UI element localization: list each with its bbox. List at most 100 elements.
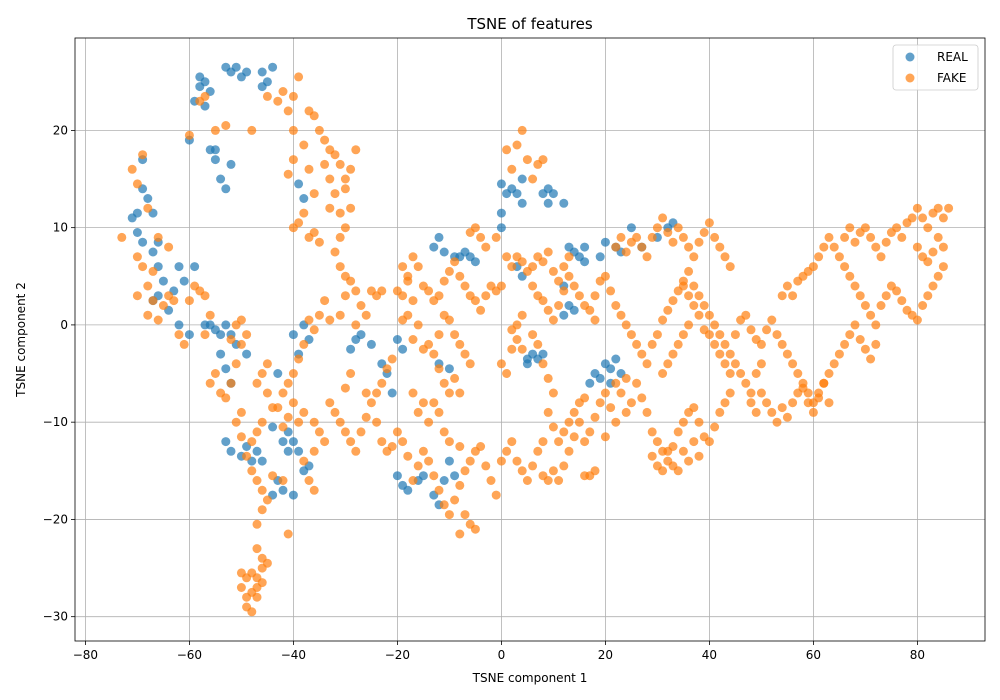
point-fake <box>517 125 527 135</box>
y-axis: −30 −20 −10 0 10 20 <box>43 123 75 624</box>
point-fake <box>512 140 522 150</box>
point-fake <box>465 456 475 466</box>
point-fake <box>476 442 486 451</box>
point-fake <box>548 315 558 325</box>
point-fake <box>247 466 257 476</box>
point-fake <box>398 315 408 325</box>
point-fake <box>309 111 319 121</box>
point-fake <box>200 291 210 301</box>
point-fake <box>184 130 194 140</box>
point-fake <box>897 232 907 242</box>
point-fake <box>226 378 236 388</box>
point-real <box>257 67 267 77</box>
series-layer <box>117 62 954 617</box>
series-fake <box>117 72 954 617</box>
point-fake <box>590 466 600 476</box>
point-fake <box>460 510 470 520</box>
point-fake <box>304 164 314 174</box>
point-fake <box>200 330 210 340</box>
point-real <box>221 437 231 447</box>
point-fake <box>460 349 470 359</box>
point-fake <box>689 301 699 310</box>
point-fake <box>424 456 434 466</box>
point-fake <box>460 281 470 291</box>
point-fake <box>637 349 647 359</box>
point-fake <box>871 320 881 330</box>
point-fake <box>710 422 720 432</box>
point-fake <box>616 232 626 242</box>
x-axis: −80 −60 −40 −20 0 20 40 60 80 <box>73 641 925 662</box>
point-fake <box>538 437 548 447</box>
point-fake <box>528 281 538 291</box>
point-fake <box>439 500 449 510</box>
point-fake <box>262 359 272 369</box>
point-fake <box>117 232 127 242</box>
point-fake <box>444 388 454 398</box>
point-fake <box>569 407 579 417</box>
point-fake <box>860 301 870 310</box>
point-real <box>496 223 506 233</box>
point-fake <box>777 339 787 349</box>
point-fake <box>673 427 683 437</box>
point-fake <box>782 412 792 422</box>
point-fake <box>507 325 517 335</box>
point-fake <box>533 446 543 456</box>
point-fake <box>283 378 293 388</box>
point-fake <box>351 446 361 456</box>
point-fake <box>455 339 465 349</box>
chart-title: TSNE of features <box>466 15 593 33</box>
point-real <box>444 456 454 466</box>
point-fake <box>346 164 356 174</box>
point-real <box>283 446 293 456</box>
point-fake <box>512 456 522 466</box>
point-fake <box>132 252 142 262</box>
point-fake <box>684 456 694 466</box>
x-axis-title: TSNE component 1 <box>472 671 588 685</box>
point-fake <box>855 335 865 344</box>
point-fake <box>252 519 262 529</box>
point-fake <box>257 563 267 573</box>
point-fake <box>621 320 631 330</box>
point-fake <box>481 461 491 471</box>
point-fake <box>335 159 345 169</box>
point-fake <box>413 461 423 471</box>
point-fake <box>892 223 902 233</box>
point-fake <box>377 378 387 388</box>
point-fake <box>486 476 496 485</box>
point-fake <box>174 330 184 340</box>
point-fake <box>746 398 756 408</box>
point-fake <box>673 339 683 349</box>
point-fake <box>751 369 761 378</box>
point-fake <box>845 271 855 281</box>
point-fake <box>819 242 829 252</box>
point-fake <box>460 466 470 476</box>
point-fake <box>736 369 746 378</box>
point-fake <box>325 398 335 408</box>
point-fake <box>418 344 428 354</box>
point-fake <box>288 223 298 233</box>
point-fake <box>252 378 262 388</box>
point-fake <box>554 301 564 310</box>
point-fake <box>408 296 418 306</box>
point-fake <box>309 228 319 237</box>
point-fake <box>928 247 938 257</box>
point-real <box>611 354 621 364</box>
point-real <box>262 77 272 87</box>
point-fake <box>730 359 740 369</box>
point-fake <box>314 125 324 135</box>
point-real <box>226 159 236 169</box>
point-fake <box>299 407 309 417</box>
point-fake <box>434 364 444 374</box>
point-fake <box>470 296 480 306</box>
point-real <box>200 320 210 330</box>
grid-layer <box>75 38 985 641</box>
point-fake <box>252 427 262 437</box>
point-fake <box>408 476 418 485</box>
point-fake <box>850 320 860 330</box>
point-fake <box>559 461 569 471</box>
point-real <box>429 242 439 252</box>
point-fake <box>294 354 304 364</box>
point-fake <box>559 286 569 296</box>
point-fake <box>725 262 735 272</box>
point-fake <box>673 223 683 233</box>
